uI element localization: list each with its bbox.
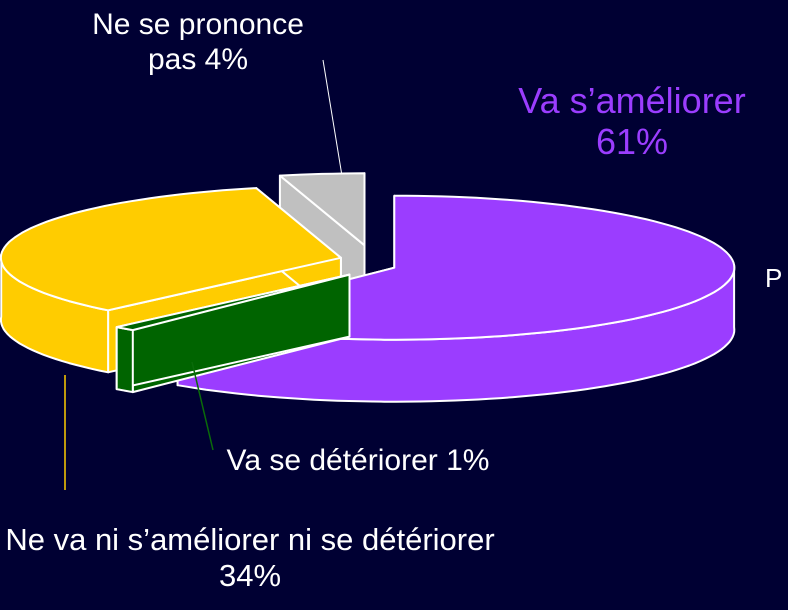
slice-top — [115, 273, 351, 332]
slice-label: Ne se prononce pas 4% — [68, 8, 328, 77]
slice-top — [278, 172, 366, 247]
slice-top — [0, 187, 342, 312]
slice-side — [115, 326, 134, 394]
leader-line — [322, 59, 344, 183]
slice-label: Ne va ni s’améliorer ni se détériorer 34… — [0, 522, 500, 593]
category-label: Ne va ni s’améliorer ni se détériorer — [5, 522, 495, 557]
value-label: 34% — [218, 557, 282, 593]
annotation: P — [765, 263, 783, 293]
slice-label: Va se détériorer 1% — [108, 444, 608, 479]
pie-slice — [115, 273, 351, 394]
category-label: Va s’améliorer — [518, 80, 746, 121]
value-label: 4% — [204, 42, 249, 76]
value-label: 61% — [595, 121, 669, 163]
leader-line — [191, 361, 214, 451]
category-label: Ne se prononce pas — [92, 8, 304, 76]
category-label: Va se détériorer — [226, 444, 438, 477]
value-label: 1% — [446, 444, 490, 477]
slice-label: Va s’améliorer 61% — [482, 80, 782, 163]
